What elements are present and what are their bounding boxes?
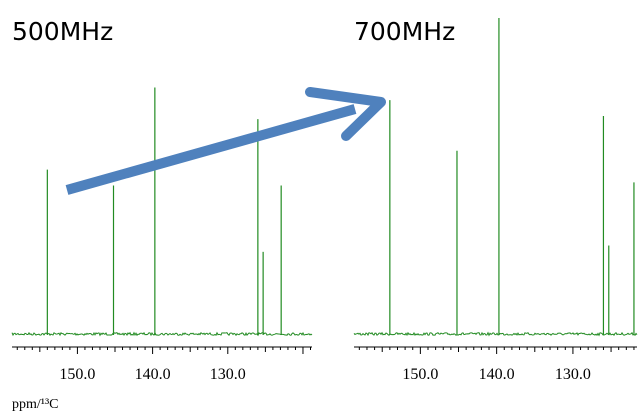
spectrum-baseline — [11, 331, 313, 337]
x-tick-label: 140.0 — [135, 366, 171, 383]
comparison-arrow-shaft — [65, 104, 357, 195]
spectrum-baseline — [353, 331, 638, 337]
panel-title: 700MHz — [354, 17, 455, 46]
panel-title: 500MHz — [12, 17, 113, 46]
x-tick-label: 150.0 — [402, 366, 438, 383]
comparison-arrow-head — [305, 87, 386, 141]
x-tick-label: 130.0 — [555, 366, 591, 383]
spectrum-panel-700mhz: 700MHz 150.0 140.0 130.0 — [353, 17, 638, 383]
x-tick-label: 150.0 — [59, 366, 95, 383]
x-tick-label: 140.0 — [479, 366, 515, 383]
spectrum-panel-500mhz: 500MHz 150.0 140.0 130.0 ppm/¹³C — [11, 17, 313, 412]
comparison-arrow-layer — [65, 87, 386, 195]
x-axis-unit-label: ppm/¹³C — [12, 397, 59, 412]
x-tick-label: 130.0 — [210, 366, 246, 383]
